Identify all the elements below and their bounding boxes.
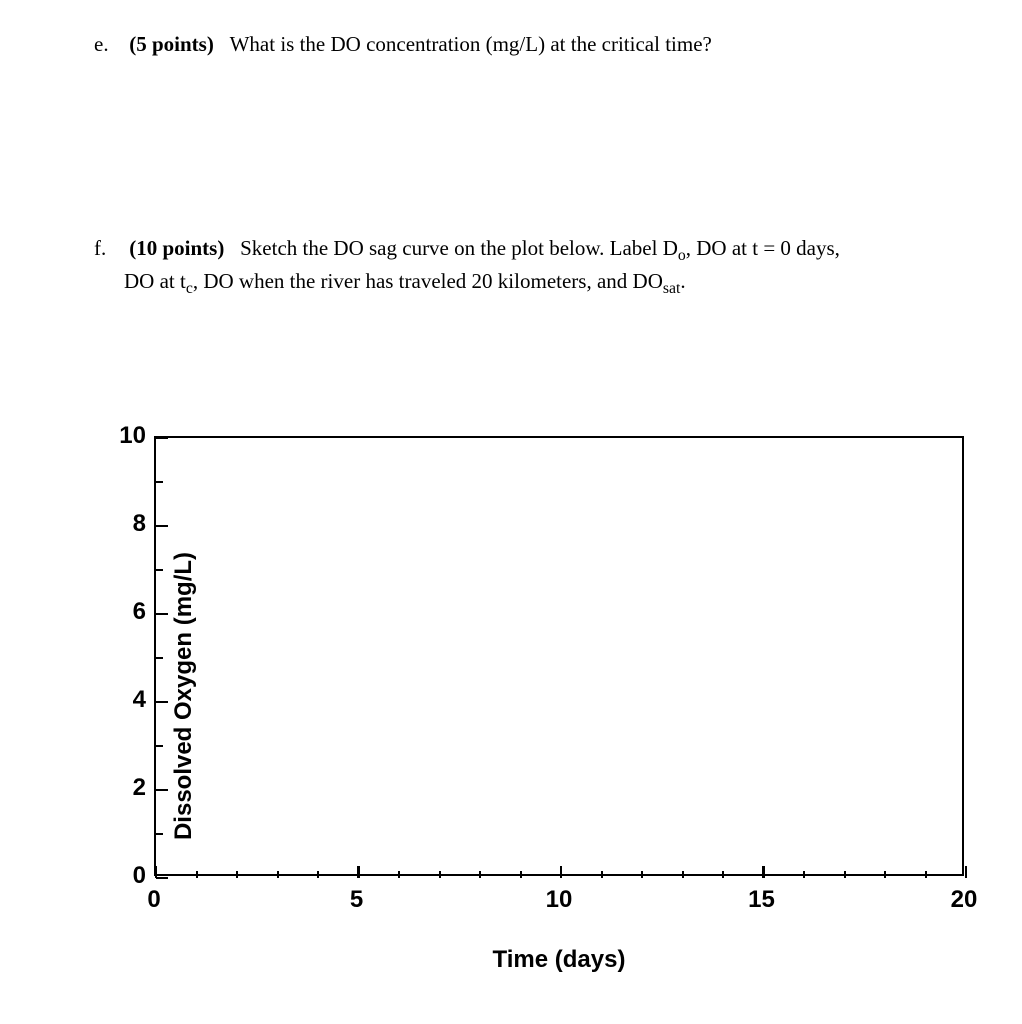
question-e-body: What is the DO concentration (mg/L) at t… (230, 32, 712, 56)
x-minor-tick (196, 871, 198, 878)
y-major-tick (156, 789, 168, 792)
x-minor-tick (641, 871, 643, 878)
x-minor-tick (479, 871, 481, 878)
question-f-points: (10 points) (129, 236, 224, 260)
x-tick-label: 0 (147, 886, 160, 914)
x-tick-label: 5 (350, 886, 363, 914)
question-f-text2: , DO at t = 0 days, (686, 236, 840, 260)
y-major-tick (156, 613, 168, 616)
x-tick-label: 20 (951, 886, 978, 914)
x-major-tick (762, 866, 765, 878)
y-tick-label: 4 (106, 686, 146, 714)
x-minor-tick (722, 871, 724, 878)
y-major-tick (156, 877, 168, 880)
x-tick-label: 15 (748, 886, 775, 914)
y-tick-label: 10 (106, 422, 146, 450)
question-f-sub-o: o (678, 247, 686, 264)
question-f-line1: f. (10 points) Sketch the DO sag curve o… (94, 234, 974, 267)
x-minor-tick (236, 871, 238, 878)
question-f-text3: DO at t (124, 269, 186, 293)
x-minor-tick (277, 871, 279, 878)
y-minor-tick (156, 569, 163, 571)
y-major-tick (156, 525, 168, 528)
y-tick-label: 2 (106, 774, 146, 802)
question-f-line2: DO at tc, DO when the river has traveled… (94, 267, 974, 300)
plot-area (154, 436, 964, 876)
question-f-sub-c: c (186, 280, 193, 297)
x-minor-tick (844, 871, 846, 878)
x-minor-tick (317, 871, 319, 878)
y-tick-label: 6 (106, 598, 146, 626)
x-major-tick (357, 866, 360, 878)
question-f-text4: , DO when the river has traveled 20 kilo… (193, 269, 663, 293)
question-f-text1: Sketch the DO sag curve on the plot belo… (240, 236, 678, 260)
y-tick-label: 8 (106, 510, 146, 538)
y-major-tick (156, 701, 168, 704)
x-major-tick (155, 866, 158, 878)
y-minor-tick (156, 657, 163, 659)
question-e-points: (5 points) (129, 32, 214, 56)
y-tick-label: 0 (106, 862, 146, 890)
x-major-tick (965, 866, 968, 878)
question-f-text5: . (680, 269, 685, 293)
question-f-sub-sat: sat (663, 280, 681, 297)
x-minor-tick (398, 871, 400, 878)
x-minor-tick (439, 871, 441, 878)
x-major-tick (560, 866, 563, 878)
question-f: f. (10 points) Sketch the DO sag curve o… (94, 234, 974, 300)
x-minor-tick (520, 871, 522, 878)
x-minor-tick (884, 871, 886, 878)
y-minor-tick (156, 481, 163, 483)
x-minor-tick (925, 871, 927, 878)
y-minor-tick (156, 833, 163, 835)
x-minor-tick (803, 871, 805, 878)
x-tick-label: 10 (546, 886, 573, 914)
question-f-letter: f. (94, 234, 124, 263)
question-e-text (219, 32, 230, 56)
x-minor-tick (601, 871, 603, 878)
y-minor-tick (156, 745, 163, 747)
y-major-tick (156, 437, 168, 440)
x-axis-label: Time (days) (493, 946, 626, 974)
question-e: e. (5 points) What is the DO concentrati… (94, 30, 964, 59)
do-sag-chart: Dissolved Oxygen (mg/L) Time (days) 0246… (60, 436, 970, 956)
question-e-letter: e. (94, 30, 124, 59)
x-minor-tick (682, 871, 684, 878)
